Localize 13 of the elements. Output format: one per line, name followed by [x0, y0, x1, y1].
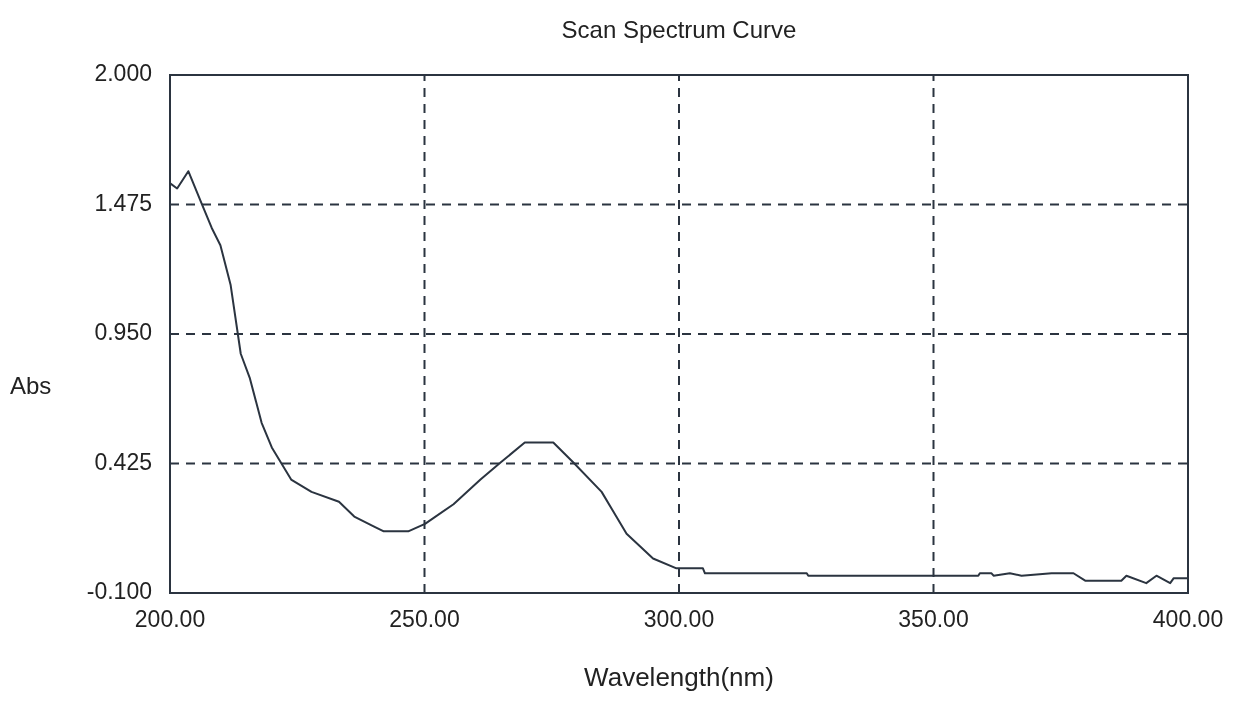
chart-title: Scan Spectrum Curve — [560, 16, 798, 44]
x-axis-title: Wavelength(nm) — [583, 662, 775, 693]
x-tick-label: 200.00 — [134, 606, 206, 633]
x-tick-label: 400.00 — [1152, 606, 1224, 633]
x-tick-label: 300.00 — [643, 606, 715, 633]
y-tick-label: 2.000 — [94, 60, 152, 87]
y-tick-label: 0.950 — [94, 319, 152, 346]
y-tick-label: 1.475 — [94, 189, 152, 216]
y-axis-title: Abs — [10, 372, 52, 400]
y-tick-label: -0.100 — [86, 578, 152, 605]
x-tick-label: 350.00 — [898, 606, 969, 633]
y-tick-label: 0.425 — [94, 448, 152, 475]
x-tick-label: 250.00 — [389, 606, 460, 633]
